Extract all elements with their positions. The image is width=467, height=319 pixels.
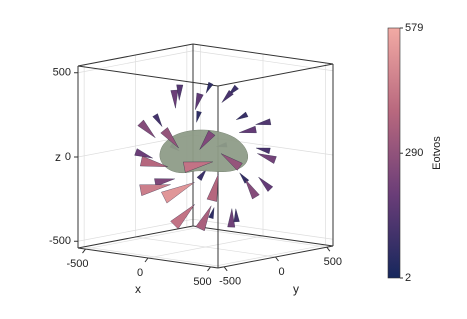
cone [183, 161, 213, 173]
y-tick [223, 266, 228, 272]
cone [195, 205, 212, 232]
grid-line [192, 218, 334, 240]
cone [199, 130, 216, 150]
z-tick-label: -500 [49, 235, 71, 247]
axis-box-edge [77, 43, 194, 67]
grid-line [135, 236, 276, 258]
axis-box-edge [77, 65, 219, 87]
colorbar-label: Eotvos [431, 136, 443, 170]
cone [257, 153, 277, 164]
axis-box-edge [192, 225, 334, 247]
z-axis-title: z [55, 150, 61, 164]
y-tick [326, 246, 331, 252]
z-tick-label: 0 [65, 151, 71, 163]
cone [195, 92, 204, 110]
y-axis-title: y [293, 282, 299, 296]
cone [170, 89, 179, 109]
cone [160, 127, 179, 149]
axis-box-edge [77, 225, 194, 249]
cone [152, 113, 163, 127]
plot-area [74, 43, 334, 272]
cone [154, 178, 175, 187]
asteroid-surface [159, 129, 248, 174]
cone [221, 90, 234, 103]
x-tick-label: 0 [137, 267, 143, 279]
colorbar [387, 27, 401, 279]
cone [220, 153, 243, 171]
cone [244, 178, 260, 200]
cone [239, 125, 257, 134]
cone [176, 84, 184, 101]
cone [208, 207, 215, 219]
cone [196, 168, 207, 181]
cone [258, 176, 274, 192]
cone [206, 174, 219, 202]
cone [161, 182, 195, 204]
axis-box-edge [192, 43, 334, 65]
cone [140, 155, 168, 167]
y-tick-label: 500 [324, 256, 342, 268]
x-axis-title: x [135, 282, 141, 296]
cone [255, 118, 272, 126]
z-tick-label: 500 [53, 67, 71, 79]
cone [137, 119, 156, 138]
x-tick-label: -500 [66, 258, 88, 270]
grid-line [192, 50, 334, 72]
cones-front [140, 89, 277, 232]
y-tick-label: -500 [219, 276, 241, 288]
cone [196, 110, 202, 123]
grid-line [186, 226, 327, 248]
cone [170, 204, 195, 230]
x-tick [144, 257, 149, 263]
axis-box-edge [217, 63, 334, 87]
cone [233, 208, 240, 223]
x-tick [82, 248, 86, 254]
colorbar-tick-label: 290 [405, 147, 423, 159]
colorbar-tick-label: 2 [405, 272, 411, 284]
cone [227, 208, 236, 228]
cone [205, 81, 214, 94]
cone [139, 184, 171, 196]
x-tick [207, 266, 211, 272]
y-tick-label: 0 [278, 266, 284, 278]
x-tick-label: 500 [193, 276, 211, 288]
grid-line [84, 246, 225, 268]
cone [255, 147, 271, 155]
cone [236, 111, 249, 120]
colorbar-tick-label: 579 [405, 22, 423, 34]
y-tick [275, 256, 279, 262]
